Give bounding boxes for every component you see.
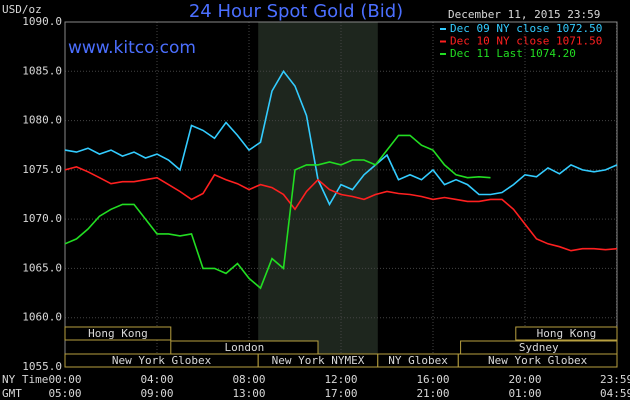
y-tick-label: 1090.0 xyxy=(22,15,62,28)
x-tick-label: 16:00 xyxy=(416,373,449,386)
x-tick-label: 00:00 xyxy=(48,373,81,386)
y-tick-label: 1075.0 xyxy=(22,163,62,176)
x2-tick-label: 17:00 xyxy=(324,387,357,400)
session-label: New York Globex xyxy=(488,354,588,367)
session-box xyxy=(515,326,618,341)
x2-tick-label: 13:00 xyxy=(232,387,265,400)
session-label: New York Globex xyxy=(112,354,212,367)
series-line xyxy=(64,166,618,252)
y-tick-label: 1080.0 xyxy=(22,114,62,127)
x2-tick-label: 05:00 xyxy=(48,387,81,400)
y-tick-label: 1070.0 xyxy=(22,212,62,225)
y-tick-label: 1065.0 xyxy=(22,261,62,274)
session-label: New York NYMEX xyxy=(272,354,365,367)
chart-title: 24 Hour Spot Gold (Bid) xyxy=(189,1,403,22)
y-tick-label: 1055.0 xyxy=(22,360,62,373)
x-tick-label: 12:00 xyxy=(324,373,357,386)
session-label: Hong Kong xyxy=(537,327,597,340)
x-axis-label: NY Time xyxy=(2,373,48,386)
session-box xyxy=(457,353,618,368)
x2-tick-label: 04:59 xyxy=(600,387,630,400)
x2-axis-label: GMT xyxy=(2,387,22,400)
x2-tick-label: 21:00 xyxy=(416,387,449,400)
website: www.kitco.com xyxy=(68,38,196,58)
session-label: Hong Kong xyxy=(88,327,148,340)
y-tick-label: 1060.0 xyxy=(22,311,62,324)
date-label: December 11, 2015 23:59 xyxy=(448,8,600,21)
session-box xyxy=(64,326,172,341)
x-tick-label: 04:00 xyxy=(140,373,173,386)
series-line xyxy=(64,69,618,207)
x2-tick-label: 01:00 xyxy=(508,387,541,400)
legend-label: Dec 11 Last 1074.20 xyxy=(450,47,576,60)
x-tick-label: 23:59 xyxy=(600,373,630,386)
y-tick-label: 1085.0 xyxy=(22,64,62,77)
session-label: NY Globex xyxy=(388,354,448,367)
highlight-band xyxy=(258,22,378,367)
session-label: London xyxy=(225,341,265,354)
x-tick-label: 08:00 xyxy=(232,373,265,386)
series-line xyxy=(64,134,491,290)
session-label: Sydney xyxy=(519,341,559,354)
x2-tick-label: 09:00 xyxy=(140,387,173,400)
legend-label: Dec 10 NY close 1071.50 xyxy=(450,35,602,48)
x-tick-label: 20:00 xyxy=(508,373,541,386)
legend-label: Dec 09 NY close 1072.50 xyxy=(450,22,602,35)
y-axis-label: USD/oz xyxy=(2,3,42,16)
